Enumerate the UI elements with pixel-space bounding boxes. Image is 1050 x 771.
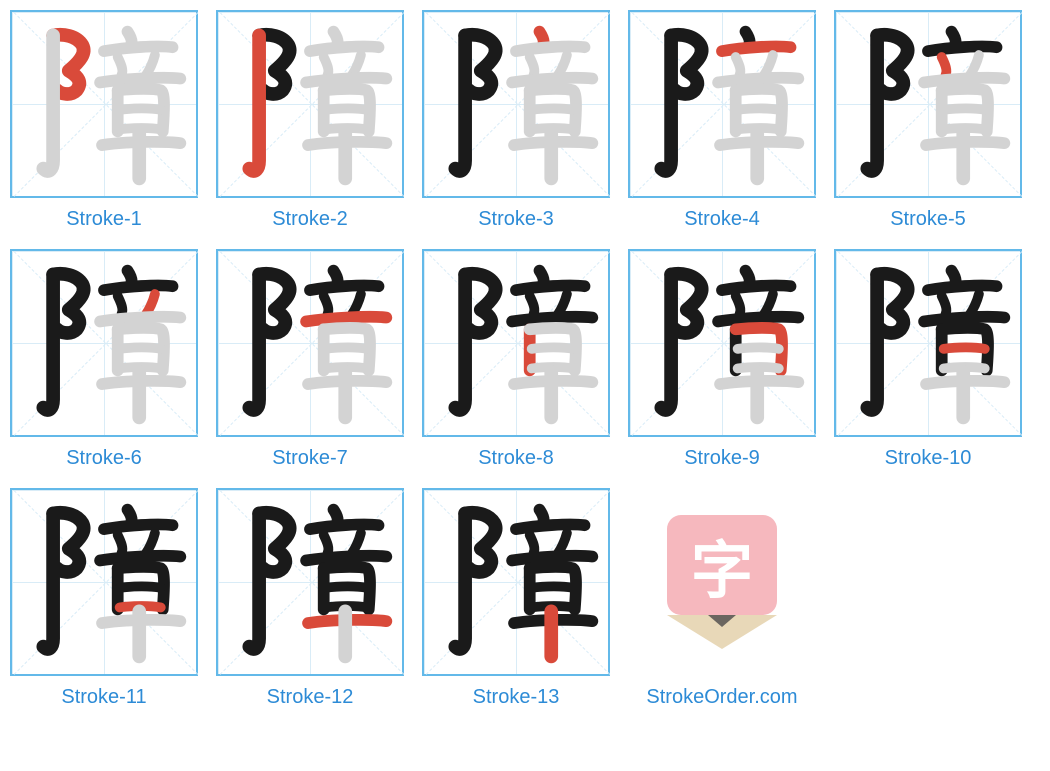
stroke-cell: Stroke-2 [216, 10, 404, 231]
caption: Stroke-1 [66, 208, 142, 231]
stroke-cell: Stroke-13 [422, 488, 610, 709]
stroke-tile-8 [422, 249, 610, 437]
stroke-tile-4 [628, 10, 816, 198]
logo-tile: 字 [628, 488, 816, 676]
glyph-step-4 [630, 12, 814, 196]
stroke-tile-7 [216, 249, 404, 437]
glyph-step-11 [12, 490, 196, 674]
glyph-step-6 [12, 251, 196, 435]
caption: Stroke-13 [473, 686, 560, 709]
logo-box: 字 [667, 515, 777, 615]
caption: Stroke-8 [478, 447, 554, 470]
caption: Stroke-2 [272, 208, 348, 231]
stroke-tile-1 [10, 10, 198, 198]
glyph-step-13 [424, 490, 608, 674]
caption: Stroke-6 [66, 447, 142, 470]
caption: Stroke-11 [61, 686, 146, 709]
stroke-tile-10 [834, 249, 1022, 437]
stroke-tile-13 [422, 488, 610, 676]
glyph-step-1 [12, 12, 196, 196]
glyph-step-10 [836, 251, 1020, 435]
logo-cell: 字 StrokeOrder.com [628, 488, 816, 709]
stroke-cell: Stroke-9 [628, 249, 816, 470]
caption: Stroke-5 [890, 208, 966, 231]
logo-char: 字 [691, 520, 753, 610]
stroke-tile-3 [422, 10, 610, 198]
glyph-step-7 [218, 251, 402, 435]
stroke-cell: Stroke-11 [10, 488, 198, 709]
stroke-cell: Stroke-5 [834, 10, 1022, 231]
stroke-cell: Stroke-8 [422, 249, 610, 470]
caption: Stroke-9 [684, 447, 760, 470]
glyph-step-3 [424, 12, 608, 196]
stroke-grid: Stroke-1 Stroke-2 Stroke-3 Stroke-4 Stro… [10, 10, 1050, 709]
stroke-tile-6 [10, 249, 198, 437]
stroke-tile-12 [216, 488, 404, 676]
footer-label: StrokeOrder.com [646, 686, 797, 709]
caption: Stroke-4 [684, 208, 760, 231]
stroke-cell: Stroke-1 [10, 10, 198, 231]
glyph-step-2 [218, 12, 402, 196]
stroke-cell: Stroke-7 [216, 249, 404, 470]
stroke-cell: Stroke-4 [628, 10, 816, 231]
stroke-tile-11 [10, 488, 198, 676]
stroke-cell: Stroke-12 [216, 488, 404, 709]
glyph-step-5 [836, 12, 1020, 196]
stroke-tile-9 [628, 249, 816, 437]
stroke-tile-2 [216, 10, 404, 198]
glyph-step-9 [630, 251, 814, 435]
stroke-tile-5 [834, 10, 1022, 198]
glyph-step-8 [424, 251, 608, 435]
pencil-tip-icon [667, 615, 777, 649]
stroke-cell: Stroke-6 [10, 249, 198, 470]
caption: Stroke-10 [885, 447, 972, 470]
stroke-cell: Stroke-3 [422, 10, 610, 231]
caption: Stroke-12 [267, 686, 354, 709]
site-logo: 字 [667, 515, 777, 649]
glyph-step-12 [218, 490, 402, 674]
caption: Stroke-7 [272, 447, 348, 470]
stroke-cell: Stroke-10 [834, 249, 1022, 470]
caption: Stroke-3 [478, 208, 554, 231]
